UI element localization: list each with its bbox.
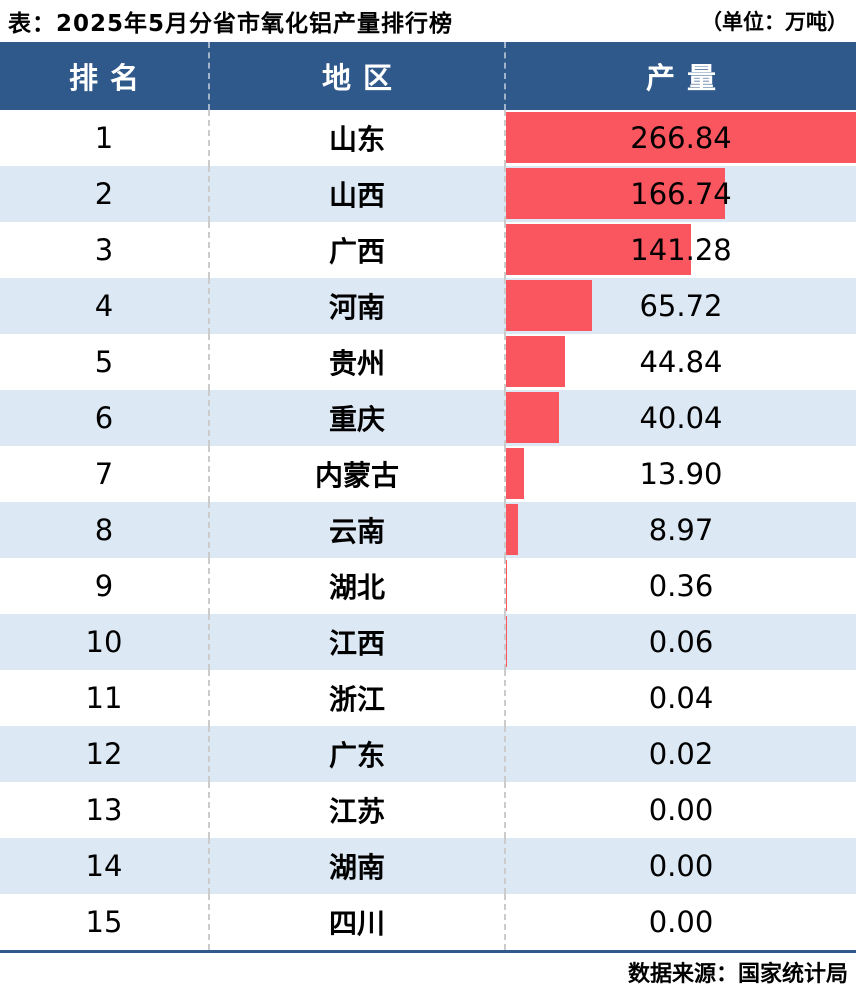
value-cell: 0.06 [506, 614, 856, 670]
value-label: 0.00 [648, 849, 714, 883]
value-cell: 0.00 [506, 894, 856, 950]
value-cell: 0.04 [506, 670, 856, 726]
value-cell: 8.97 [506, 502, 856, 558]
table-row: 6 重庆 40.04 [0, 390, 856, 446]
value-cell: 266.84 [506, 110, 856, 166]
value-cell: 65.72 [506, 278, 856, 334]
table-row: 10 江西 0.06 [0, 614, 856, 670]
table-row: 5 贵州 44.84 [0, 334, 856, 390]
page-title: 表：2025年5月分省市氧化铝产量排行榜 [8, 11, 454, 37]
value-label: 8.97 [648, 513, 714, 547]
value-cell: 0.02 [506, 726, 856, 782]
rank-cell: 2 [0, 166, 210, 222]
value-cell: 0.00 [506, 838, 856, 894]
table-row: 8 云南 8.97 [0, 502, 856, 558]
rank-cell: 1 [0, 110, 210, 166]
rank-cell: 14 [0, 838, 210, 894]
table-row: 7 内蒙古 13.90 [0, 446, 856, 502]
value-label: 266.84 [630, 121, 732, 155]
value-label: 13.90 [639, 457, 723, 491]
value-cell: 44.84 [506, 334, 856, 390]
table-row: 2 山西 166.74 [0, 166, 856, 222]
value-cell: 141.28 [506, 222, 856, 278]
unit-note: （单位：万吨） [701, 10, 848, 34]
value-cell: 0.00 [506, 782, 856, 838]
table-row: 9 湖北 0.36 [0, 558, 856, 614]
value-label: 141.28 [630, 233, 732, 267]
data-source-note: 数据来源：国家统计局 [627, 962, 848, 987]
region-cell: 广东 [210, 726, 506, 782]
production-bar [506, 280, 593, 331]
region-cell: 云南 [210, 502, 506, 558]
value-label: 0.02 [648, 737, 714, 771]
region-cell: 江苏 [210, 782, 506, 838]
region-cell: 江西 [210, 614, 506, 670]
table-row: 1 山东 266.84 [0, 110, 856, 166]
value-label: 0.06 [648, 625, 714, 659]
value-label: 65.72 [639, 289, 723, 323]
value-label: 0.36 [648, 569, 714, 603]
table-row: 4 河南 65.72 [0, 278, 856, 334]
region-cell: 湖北 [210, 558, 506, 614]
production-bar [506, 168, 725, 219]
header-region: 地区 [210, 42, 506, 110]
production-bar [506, 448, 525, 499]
production-bar [506, 224, 692, 275]
value-cell: 40.04 [506, 390, 856, 446]
region-cell: 内蒙古 [210, 446, 506, 502]
value-label: 40.04 [639, 401, 723, 435]
region-cell: 山西 [210, 166, 506, 222]
table-row: 11 浙江 0.04 [0, 670, 856, 726]
region-cell: 湖南 [210, 838, 506, 894]
table-row: 15 四川 0.00 [0, 894, 856, 950]
value-cell: 0.36 [506, 558, 856, 614]
region-cell: 重庆 [210, 390, 506, 446]
rank-cell: 7 [0, 446, 210, 502]
table-row: 12 广东 0.02 [0, 726, 856, 782]
rank-cell: 11 [0, 670, 210, 726]
production-bar [506, 112, 856, 163]
production-bar [506, 504, 518, 555]
rank-cell: 15 [0, 894, 210, 950]
region-cell: 山东 [210, 110, 506, 166]
header-rank: 排名 [0, 42, 210, 110]
rank-cell: 4 [0, 278, 210, 334]
header-production: 产量 [645, 61, 728, 95]
rank-cell: 3 [0, 222, 210, 278]
value-cell: 166.74 [506, 166, 856, 222]
rank-cell: 9 [0, 558, 210, 614]
region-cell: 河南 [210, 278, 506, 334]
footer: 数据来源：国家统计局 [0, 950, 856, 995]
table-row: 3 广西 141.28 [0, 222, 856, 278]
table-row: 14 湖南 0.00 [0, 838, 856, 894]
region-cell: 广西 [210, 222, 506, 278]
rank-cell: 8 [0, 502, 210, 558]
production-bar [506, 392, 559, 443]
rank-cell: 10 [0, 614, 210, 670]
region-cell: 四川 [210, 894, 506, 950]
value-label: 0.00 [648, 793, 714, 827]
value-label: 44.84 [639, 345, 723, 379]
production-bar [506, 336, 565, 387]
rank-cell: 12 [0, 726, 210, 782]
table-header: 排名 地区 产量 [0, 42, 856, 110]
title-bar: 表：2025年5月分省市氧化铝产量排行榜 （单位：万吨） [0, 0, 856, 42]
rank-cell: 5 [0, 334, 210, 390]
value-label: 0.00 [648, 905, 714, 939]
value-label: 0.04 [648, 681, 714, 715]
value-cell: 13.90 [506, 446, 856, 502]
rank-cell: 13 [0, 782, 210, 838]
value-label: 166.74 [630, 177, 732, 211]
table-row: 13 江苏 0.00 [0, 782, 856, 838]
rank-cell: 6 [0, 390, 210, 446]
region-cell: 贵州 [210, 334, 506, 390]
region-cell: 浙江 [210, 670, 506, 726]
table-body: 1 山东 266.84 2 山西 166.74 3 广西 141.28 4 河南… [0, 110, 856, 950]
